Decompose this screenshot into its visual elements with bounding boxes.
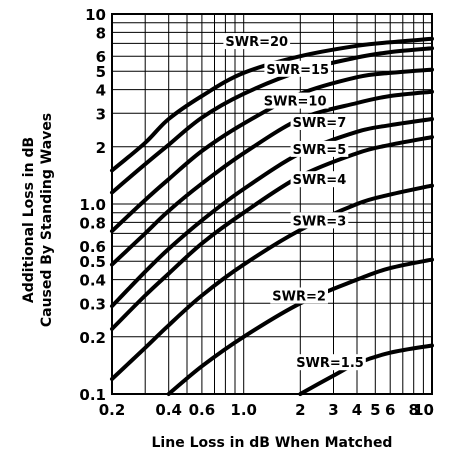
y-tick-label: 3 <box>96 105 106 123</box>
curve-swr-10 <box>110 67 434 234</box>
curve-label-swr-7: SWR=7 <box>293 116 347 131</box>
curve-label-swr-2: SWR=2 <box>272 290 326 305</box>
x-tick-label: 1.0 <box>230 401 257 419</box>
y-tick-label: 10 <box>85 6 106 24</box>
y-axis-title-line1: Additional Loss in dB <box>21 137 37 303</box>
y-tick-label: 0.2 <box>79 329 106 347</box>
curve-label-bg <box>270 287 328 304</box>
x-tick-label: 8 <box>408 401 418 419</box>
y-tick-label: 0.3 <box>79 295 106 313</box>
x-tick-labels: 0.2 0.4 0.6 1.0 2 3 4 5 6 810 <box>99 401 434 419</box>
curve-label-swr-10: SWR=10 <box>264 95 327 110</box>
x-tick-label: 4 <box>352 401 362 419</box>
x-tick-label: 0.6 <box>189 401 216 419</box>
curve-swr-5 <box>110 117 434 309</box>
curve-label-bg <box>294 354 366 371</box>
y-tick-label: 6 <box>96 48 106 66</box>
curve-label-swr-4: SWR=4 <box>293 173 347 188</box>
y-tick-label: 5 <box>96 63 106 81</box>
plot-frame <box>111 13 433 395</box>
curve-swr-4 <box>110 135 434 331</box>
x-tick-label: 0.2 <box>99 401 126 419</box>
x-tick-label: 3 <box>328 401 338 419</box>
x-axis-title: Line Loss in dB When Matched <box>152 435 393 451</box>
curve-label-bg <box>264 60 332 77</box>
curve-label-swr-15: SWR=15 <box>266 63 329 78</box>
x-tick-label: 6 <box>385 401 395 419</box>
curve-label-bg <box>290 114 349 130</box>
y-tick-labels: 0.1 0.2 0.3 0.40.50.6 0.81.0 2 3 456 810 <box>79 6 106 404</box>
curve-swr-7 <box>110 89 434 267</box>
y-tick-label: 4 <box>96 82 106 100</box>
x-tick-label: 0.4 <box>155 401 182 419</box>
grid <box>111 13 433 395</box>
curve-label-bg <box>261 92 329 109</box>
curve-label-bg <box>290 212 349 229</box>
y-axis-title: Additional Loss in dB Caused By Standing… <box>21 113 55 327</box>
curve-swr-15 <box>110 46 434 195</box>
y-tick-label: 2 <box>96 139 106 157</box>
x-tick-label: 2 <box>295 401 305 419</box>
curve-labels: SWR=20 SWR=15 SWR=10 SWR=7 SWR=5 SWR=4 SWR=3 SW… <box>223 33 366 371</box>
y-axis-title-line2: Caused By Standing Waves <box>39 113 55 327</box>
curves <box>110 36 434 396</box>
curve-label-swr-5: SWR=5 <box>293 143 347 158</box>
curve-swr-20 <box>110 36 434 173</box>
y-tick-label: 0.8 <box>79 214 106 232</box>
y-tick-label: 0.6 <box>79 238 106 256</box>
curve-swr-3 <box>110 183 434 381</box>
curve-label-swr-1-5: SWR=1.5 <box>296 356 364 371</box>
curve-label-swr-20: SWR=20 <box>225 35 288 50</box>
x-tick-label: 10 <box>413 401 434 419</box>
curve-label-bg <box>290 171 349 188</box>
y-tick-label: 1.0 <box>79 196 106 214</box>
y-tick-label: 0.4 <box>79 272 106 290</box>
y-tick-label: 8 <box>96 24 106 42</box>
curve-label-bg <box>223 33 291 50</box>
y-tick-label: 0.5 <box>79 253 106 271</box>
curve-label-bg <box>290 140 349 157</box>
x-tick-label: 5 <box>370 401 380 419</box>
curve-label-swr-3: SWR=3 <box>293 214 347 229</box>
y-tick-label: 0.1 <box>79 386 106 404</box>
